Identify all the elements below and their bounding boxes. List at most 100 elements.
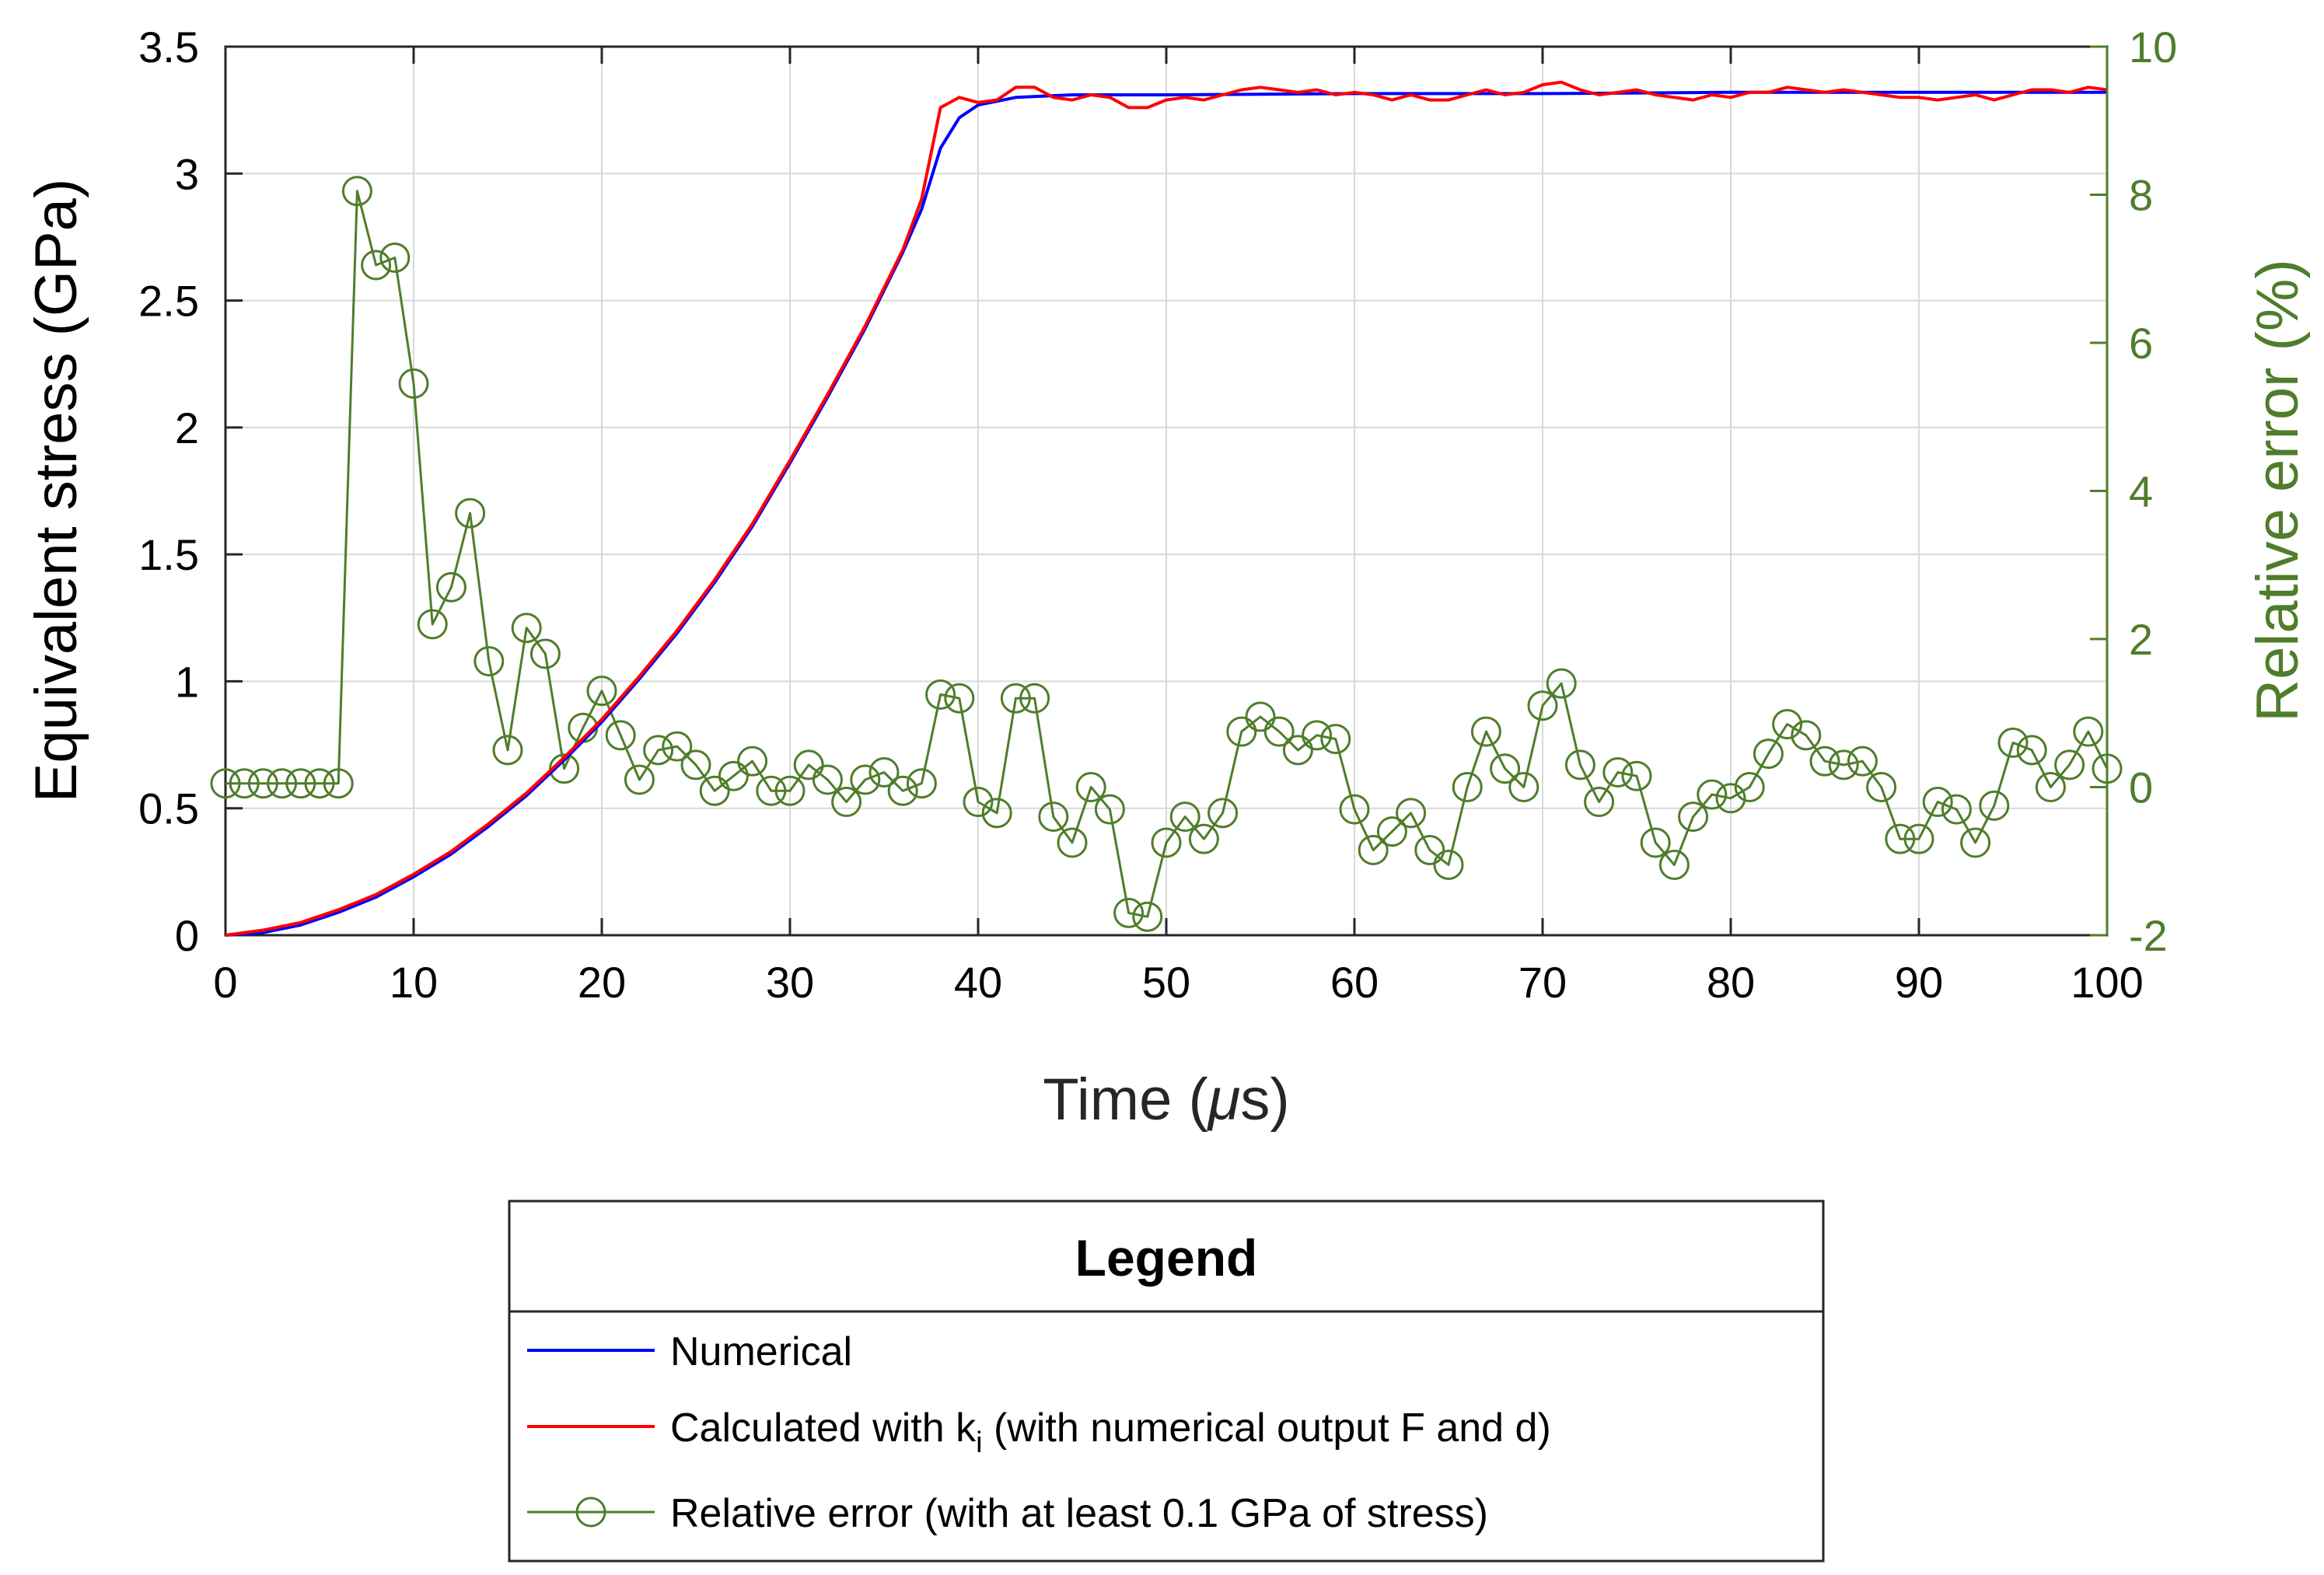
legend-frame — [508, 1200, 1825, 1563]
relative-error-point — [793, 749, 824, 781]
relative-error-point — [1809, 746, 1840, 777]
relative-error-point — [2035, 772, 2066, 802]
relative-error-point — [1866, 772, 1897, 802]
legend-label-numerical: Numerical — [670, 1329, 852, 1374]
y-tick-label-right: 8 — [2129, 171, 2153, 220]
relative-error-point — [906, 768, 937, 799]
y-tick-label-right: 4 — [2129, 467, 2153, 516]
relative-error-point — [304, 768, 335, 799]
relative-error-point — [1546, 668, 1577, 699]
relative-error-point — [643, 735, 674, 766]
relative-error-point — [737, 746, 768, 777]
relative-error-point — [1358, 834, 1389, 865]
relative-error-point — [1490, 753, 1521, 784]
relative-error-point — [229, 768, 260, 799]
series-calculated — [225, 80, 2108, 937]
y-tick-label-left: 2 — [175, 403, 199, 452]
relative-error-point — [492, 735, 523, 766]
relative-error-point — [699, 775, 730, 806]
relative-error-point — [529, 638, 561, 669]
y-tick-label-left: 2.5 — [138, 277, 199, 326]
relative-error-point — [1057, 827, 1088, 858]
relative-error-point — [1678, 801, 1709, 833]
relative-error-point — [680, 749, 711, 781]
series-relative-error — [210, 176, 2123, 932]
relative-error-point — [1997, 727, 2029, 758]
relative-error-point — [1169, 801, 1200, 833]
relative-error-point — [981, 798, 1012, 829]
x-tick-label: 30 — [766, 958, 814, 1007]
relative-error-point — [887, 775, 918, 806]
relative-error-point — [1508, 772, 1539, 802]
y-tick-label-right: 2 — [2129, 615, 2153, 664]
relative-error-point — [1132, 901, 1163, 932]
relative-error-point — [1000, 683, 1031, 714]
y-tick-label-right: -2 — [2129, 911, 2168, 960]
relative-error-point — [1226, 716, 1257, 747]
legend-label-calculated: Calculated with ki (with numerical outpu… — [670, 1406, 1551, 1459]
relative-error-point — [774, 775, 806, 806]
y-axis-label-right: Relative error (%) — [2245, 259, 2311, 721]
relative-error-point — [1903, 823, 1934, 854]
relative-error-point — [1302, 720, 1333, 751]
relative-error-point — [1151, 827, 1182, 858]
relative-error-point — [2073, 716, 2104, 747]
y-tick-label-left: 3.5 — [138, 23, 199, 72]
relative-error-point — [812, 764, 843, 795]
relative-error-point — [341, 176, 372, 207]
relative-error-point — [1602, 756, 1634, 788]
relative-error-point — [1922, 787, 1953, 818]
relative-error-point — [662, 731, 693, 762]
x-tick-label: 60 — [1330, 958, 1379, 1007]
x-tick-label: 10 — [390, 958, 438, 1007]
relative-error-point — [1075, 772, 1106, 802]
x-axis-label-post: s) — [1240, 1067, 1289, 1133]
relative-error-point — [1452, 772, 1483, 802]
relative-error-point — [718, 760, 749, 791]
legend-label-error: Relative error (with at least 0.1 GPa of… — [670, 1491, 1488, 1536]
relative-error-point — [417, 609, 448, 640]
relative-error-point — [1207, 798, 1239, 829]
relative-error-point — [2016, 735, 2047, 766]
relative-error-point — [1584, 787, 1615, 818]
legend-marker-error — [575, 1496, 606, 1528]
relative-error-point — [1979, 790, 2010, 821]
x-axis-label-mu: μ — [1207, 1067, 1241, 1133]
x-axis-label-pre: Time ( — [1043, 1067, 1208, 1133]
relative-error-point — [1470, 716, 1501, 747]
relative-error-point — [1847, 746, 1878, 777]
relative-error-point — [868, 756, 900, 788]
relative-error-point — [323, 768, 354, 799]
relative-error-point — [379, 242, 411, 273]
relative-error-point — [1734, 772, 1765, 802]
x-tick-label: 80 — [1707, 958, 1755, 1007]
relative-error-point — [247, 768, 278, 799]
relative-error-point — [2054, 749, 2085, 781]
relative-error-point — [1414, 834, 1445, 865]
relative-error-point — [1188, 823, 1219, 854]
relative-error-point — [1245, 701, 1276, 732]
legend-label-calculated-sub: i — [976, 1427, 982, 1459]
y-tick-label-right: 0 — [2129, 763, 2153, 812]
relative-error-point — [756, 775, 787, 806]
relative-error-point — [850, 764, 881, 795]
y-tick-label-left: 1 — [175, 657, 199, 706]
legend-label-calculated-pre: Calculated with k — [670, 1406, 977, 1451]
x-tick-label: 90 — [1895, 958, 1943, 1007]
x-tick-label: 20 — [578, 958, 626, 1007]
relative-error-point — [1941, 794, 1972, 825]
legend: Legend Numerical Calculated with ki (wit… — [508, 1200, 1825, 1563]
y-axis-label-left: Equivalent stress (GPa) — [23, 179, 89, 803]
relative-error-point — [1263, 716, 1295, 747]
relative-error-point — [1715, 783, 1746, 814]
relative-error-point — [1697, 779, 1728, 810]
relative-error-point — [1753, 739, 1784, 770]
relative-error-point — [474, 646, 505, 677]
relative-error-point — [831, 787, 862, 818]
y-tick-label-left: 0 — [175, 911, 199, 960]
relative-error-point — [1658, 850, 1690, 881]
relative-error-point — [1396, 798, 1427, 829]
relative-error-point — [1640, 827, 1671, 858]
relative-error-point — [605, 720, 636, 751]
